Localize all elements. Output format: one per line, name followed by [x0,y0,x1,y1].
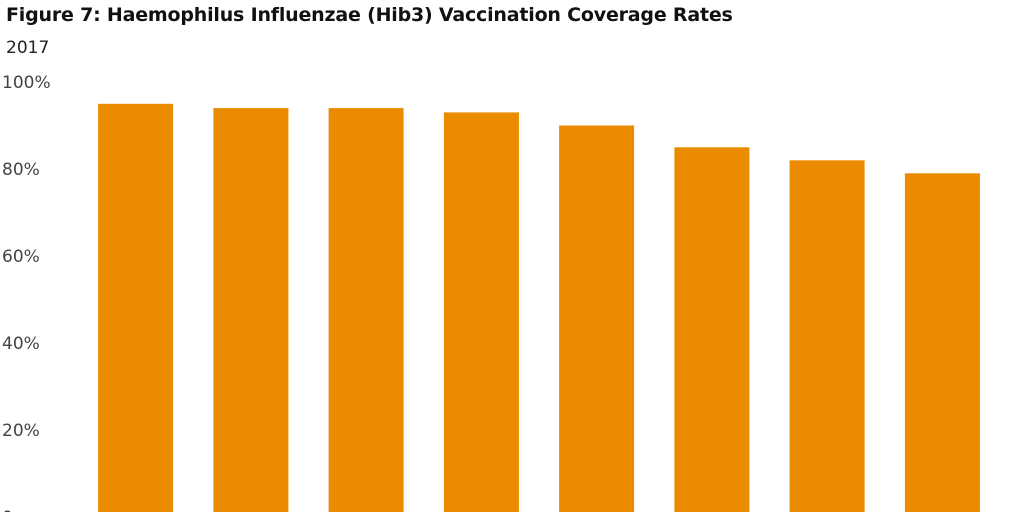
bar [328,108,404,512]
y-tick-label: 20% [2,421,40,441]
y-tick-label: 0 [2,508,13,512]
y-tick-label: 100% [2,73,51,93]
chart-title: Figure 7: Haemophilus Influenzae (Hib3) … [6,4,733,26]
bar [98,103,174,512]
y-tick-label: 80% [2,160,40,180]
bar [789,160,865,512]
bar [559,125,635,512]
y-tick-label: 40% [2,334,40,354]
bar [213,108,289,512]
bar [443,112,519,512]
y-tick-label: 60% [2,247,40,267]
chart-subtitle: 2017 [6,38,50,58]
bar [674,147,750,512]
bar [904,173,980,512]
